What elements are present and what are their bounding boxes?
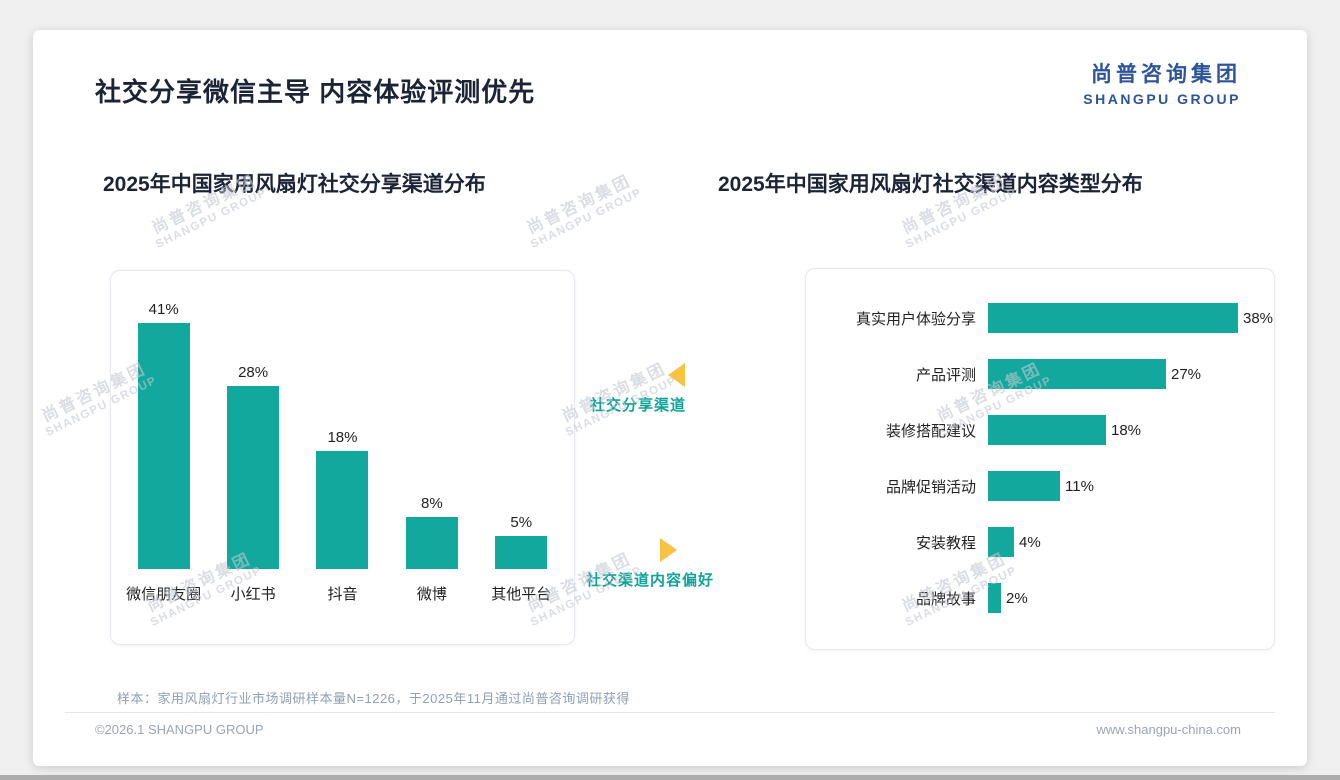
bar-category-label: 装修搭配建议 xyxy=(885,422,976,440)
bar-category-label: 微信朋友圈 xyxy=(126,586,202,603)
bar xyxy=(137,323,190,569)
vbar-wrap: 8% xyxy=(405,301,458,569)
bar-value-label: 18% xyxy=(327,429,358,446)
sample-note: 样本：家用风扇灯行业市场调研样本量N=1226，于2025年11月通过尚普咨询调… xyxy=(117,691,630,706)
hbar-row: 品牌促销活动 11% xyxy=(826,458,1274,514)
bar-value-label: 8% xyxy=(421,495,443,512)
logo-chinese-text: 尚普咨询集团 xyxy=(1091,63,1241,86)
chart-title-left: 2025年中国家用风扇灯社交分享渠道分布 xyxy=(103,173,486,196)
triangle-left-icon xyxy=(668,363,685,387)
annotation-share-channel: 社交分享渠道 xyxy=(590,363,760,415)
annotation-content-preference-label: 社交渠道内容偏好 xyxy=(586,572,715,589)
vbar-column: 5% 其他平台 xyxy=(478,301,564,604)
bar-category-label: 抖音 xyxy=(327,586,358,603)
bar xyxy=(988,583,1001,613)
bar-value-label: 28% xyxy=(238,364,269,381)
vertical-bar-chart: 41% 微信朋友圈 28% 小红书 18% 抖音 8% 微博 5% 其他平台 xyxy=(111,271,574,604)
vbar-column: 41% 微信朋友圈 xyxy=(121,301,207,604)
vbar-column: 18% 抖音 xyxy=(299,301,385,604)
vbar-wrap: 28% xyxy=(227,301,280,569)
vbar-wrap: 18% xyxy=(316,301,369,569)
vertical-bar-chart-panel: 41% 微信朋友圈 28% 小红书 18% 抖音 8% 微博 5% 其他平台 xyxy=(110,270,575,645)
bar-category-label: 其他平台 xyxy=(491,586,552,603)
bottom-strip xyxy=(0,775,1340,780)
hbar-row: 安装教程 4% xyxy=(826,514,1274,570)
horizontal-bar-chart-panel: 真实用户体验分享 38% 产品评测 27% 装修搭配建议 18% 品牌促销活动 11% 安装教程… xyxy=(805,268,1275,650)
footer-divider xyxy=(65,712,1275,713)
bar-category-label: 小红书 xyxy=(230,586,276,603)
bar xyxy=(227,386,280,569)
bar-value-label: 11% xyxy=(1065,477,1094,495)
bar xyxy=(988,359,1166,389)
bar xyxy=(988,415,1106,445)
triangle-right-icon xyxy=(660,538,677,562)
hbar-row: 真实用户体验分享 38% xyxy=(826,290,1274,346)
annotation-share-channel-label: 社交分享渠道 xyxy=(590,397,687,414)
bar-category-label: 品牌促销活动 xyxy=(885,478,976,496)
bar-category-label: 微博 xyxy=(416,586,447,603)
bar-value-label: 18% xyxy=(1111,421,1142,439)
vbar-column: 8% 微博 xyxy=(389,301,475,604)
logo-english-text: SHANGPU GROUP xyxy=(1083,91,1241,107)
bar-category-label: 安装教程 xyxy=(915,534,976,552)
bar xyxy=(988,471,1060,501)
bar-value-label: 41% xyxy=(148,301,179,318)
slide-card: 社交分享微信主导 内容体验评测优先 尚普咨询集团 SHANGPU GROUP 2… xyxy=(33,30,1307,766)
bar xyxy=(988,303,1238,333)
annotation-content-preference: 社交渠道内容偏好 xyxy=(586,538,756,590)
page-title: 社交分享微信主导 内容体验评测优先 xyxy=(95,77,536,107)
hbar-row: 品牌故事 2% xyxy=(826,570,1274,626)
bar-value-label: 4% xyxy=(1019,533,1041,551)
bar-value-label: 5% xyxy=(510,514,533,531)
bar xyxy=(316,451,369,569)
hbar-row: 装修搭配建议 18% xyxy=(826,402,1274,458)
horizontal-bar-chart: 真实用户体验分享 38% 产品评测 27% 装修搭配建议 18% 品牌促销活动 11% 安装教程… xyxy=(806,269,1274,626)
bar-category-label: 真实用户体验分享 xyxy=(855,310,976,328)
footer: ©2026.1 SHANGPU GROUP www.shangpu-china.… xyxy=(95,722,1241,737)
bar-category-label: 产品评测 xyxy=(915,366,976,384)
bar xyxy=(495,536,548,569)
vbar-wrap: 5% xyxy=(495,301,548,569)
vbar-wrap: 41% xyxy=(137,301,190,569)
hbar-row: 产品评测 27% xyxy=(826,346,1274,402)
vbar-column: 28% 小红书 xyxy=(210,301,296,604)
bar-value-label: 27% xyxy=(1171,365,1202,383)
bar-value-label: 2% xyxy=(1006,589,1028,607)
footer-copyright: ©2026.1 SHANGPU GROUP xyxy=(95,722,264,737)
bar-category-label: 品牌故事 xyxy=(915,590,976,608)
company-logo: 尚普咨询集团 SHANGPU GROUP xyxy=(1083,58,1241,107)
bar-value-label: 38% xyxy=(1243,309,1274,327)
footer-website-link[interactable]: www.shangpu-china.com xyxy=(1096,722,1241,737)
bar xyxy=(405,517,458,569)
watermark-english: SHANGPU GROUP xyxy=(528,186,645,252)
watermark: 尚普咨询集团 SHANGPU GROUP xyxy=(518,165,644,251)
chart-title-right: 2025年中国家用风扇灯社交渠道内容类型分布 xyxy=(718,173,1143,196)
bar xyxy=(988,527,1014,557)
watermark-chinese: 尚普咨询集团 xyxy=(524,172,635,238)
